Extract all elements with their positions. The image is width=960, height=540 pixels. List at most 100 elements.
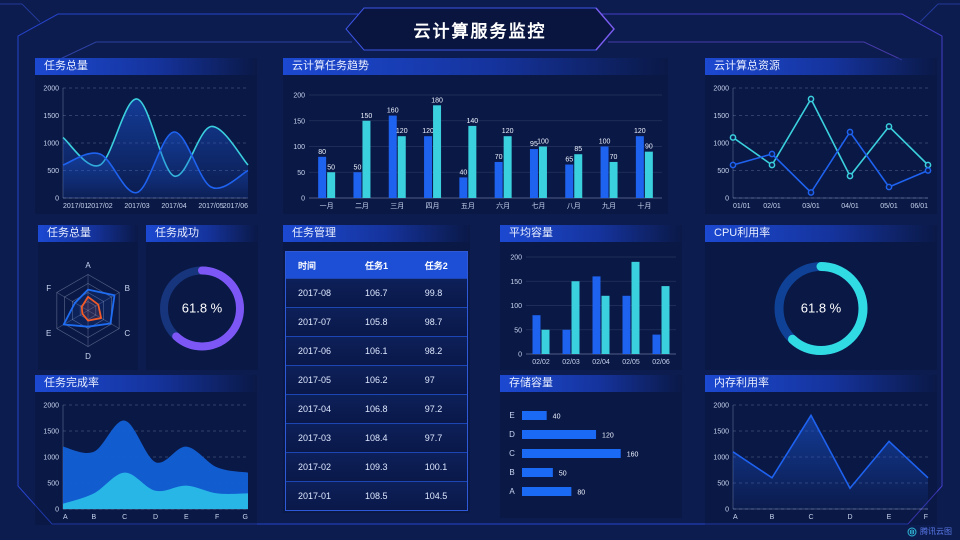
svg-text:D: D [847, 514, 852, 521]
svg-text:01/01: 01/01 [733, 203, 751, 210]
panel-title-label: 任务总量 [44, 60, 88, 72]
svg-text:61.8 %: 61.8 % [801, 301, 842, 316]
logo-icon [907, 527, 917, 536]
svg-text:50: 50 [327, 164, 335, 171]
svg-text:05/01: 05/01 [880, 203, 898, 210]
table-cell: 105.8 [364, 317, 388, 327]
svg-text:2000: 2000 [713, 86, 729, 93]
svg-text:1000: 1000 [713, 141, 729, 148]
svg-text:F: F [924, 514, 928, 521]
table-cell: 106.7 [364, 288, 388, 298]
svg-text:500: 500 [47, 168, 59, 175]
svg-text:40: 40 [553, 414, 561, 421]
table-cell: 98.7 [424, 317, 443, 327]
tencent-cloud-logo: 腾讯云图 [907, 526, 952, 537]
panel-title-label: 内存利用率 [714, 377, 769, 389]
table-cell: 2017-01 [298, 491, 332, 501]
table-row: 2017-08 106.7 99.8 [286, 278, 467, 307]
svg-text:八月: 八月 [567, 202, 581, 210]
panel-title: 任务总量 [38, 225, 138, 242]
svg-text:2000: 2000 [43, 403, 59, 410]
table-cell: 100.1 [424, 462, 448, 472]
panel-title: 任务总量 [35, 58, 257, 75]
table-row: 2017-03 108.4 97.7 [286, 423, 467, 452]
svg-text:02/06: 02/06 [652, 359, 670, 366]
panel-cloud-resources: 云计算总资源 0 500 1000 1500 2000 01/01 02/01 03/01 04… [705, 58, 937, 214]
svg-text:70: 70 [610, 154, 618, 161]
panel-title: 云计算总资源 [705, 58, 937, 75]
svg-text:十月: 十月 [637, 201, 651, 210]
svg-text:40: 40 [459, 169, 467, 176]
panel-title: 任务成功 [146, 225, 258, 242]
svg-text:180: 180 [431, 97, 443, 104]
svg-text:65: 65 [565, 157, 573, 164]
panel-avg-capacity: 平均容量 0 50 100 150 200 02/02 02/03 02/04 02/05 02/… [500, 225, 682, 370]
table-header-cell: 时间 [298, 260, 317, 271]
table-cell: 2017-04 [298, 404, 332, 414]
table-cell: 99.8 [424, 288, 443, 298]
panel-title-label: CPU利用率 [714, 227, 771, 239]
svg-text:E: E [46, 329, 51, 338]
svg-text:70: 70 [495, 154, 503, 161]
svg-text:500: 500 [717, 481, 729, 488]
cloud-resources-chart: 0 500 1000 1500 2000 01/01 02/01 03/01 04/01 05/0… [705, 80, 937, 214]
table-header-cell: 任务1 [364, 260, 388, 271]
panel-title: CPU利用率 [705, 225, 937, 242]
svg-text:B: B [125, 284, 130, 293]
panel-tasks-total: 任务总量 0 500 1000 1500 2000 2017/01 2017/02 2017/… [35, 58, 257, 214]
svg-text:160: 160 [627, 452, 639, 459]
panel-title: 任务管理 [283, 225, 470, 242]
svg-text:四月: 四月 [426, 202, 440, 210]
svg-text:03/01: 03/01 [802, 203, 820, 210]
page-title: 云计算服务监控 [413, 22, 547, 41]
svg-text:0: 0 [518, 352, 522, 359]
svg-text:E: E [509, 411, 514, 420]
panel-task-trend: 云计算任务趋势 0 50 100 150 200 一月 80 50 二月 50 150 三月 160 12… [283, 58, 668, 214]
svg-text:C: C [808, 514, 813, 521]
svg-text:02/05: 02/05 [622, 359, 640, 366]
svg-text:02/03: 02/03 [562, 359, 580, 366]
svg-text:1500: 1500 [713, 429, 729, 436]
svg-text:B: B [91, 514, 96, 521]
svg-text:100: 100 [599, 139, 611, 146]
table-cell: 97.2 [424, 404, 443, 414]
storage-chart: E 40 D 120 C 160 B 50 A 80 [500, 397, 682, 518]
tasks-radar-chart: A B C D E F [38, 247, 138, 370]
svg-text:2017/06: 2017/06 [223, 203, 248, 210]
svg-text:100: 100 [537, 139, 549, 146]
svg-text:1000: 1000 [43, 141, 59, 148]
svg-text:B: B [770, 514, 775, 521]
svg-text:0: 0 [55, 196, 59, 203]
table-header-row: 时间 任务1 任务2 [286, 252, 467, 278]
svg-text:150: 150 [293, 118, 305, 125]
svg-text:A: A [63, 514, 68, 521]
svg-text:2017/04: 2017/04 [161, 203, 186, 210]
svg-text:2017/02: 2017/02 [87, 203, 112, 210]
panel-task-completion: 任务完成率 0 500 1000 1500 2000 A B C D E F G [35, 375, 257, 525]
panel-title-label: 任务总量 [47, 227, 91, 239]
svg-text:0: 0 [301, 196, 305, 203]
panel-title-label: 平均容量 [509, 227, 553, 239]
svg-text:04/01: 04/01 [841, 203, 859, 210]
svg-text:150: 150 [361, 113, 373, 120]
panel-title-label: 云计算总资源 [714, 60, 780, 72]
svg-text:160: 160 [387, 108, 399, 115]
svg-text:500: 500 [47, 481, 59, 488]
task-table: 时间 任务1 任务2 2017-08 106.7 99.8 2017-07 105.8 98.7… [285, 251, 468, 511]
svg-text:500: 500 [717, 168, 729, 175]
table-cell: 97.7 [424, 433, 443, 443]
svg-text:1500: 1500 [43, 429, 59, 436]
panel-title: 任务完成率 [35, 375, 257, 392]
svg-text:50: 50 [354, 164, 362, 171]
svg-text:100: 100 [510, 303, 522, 310]
table-cell: 2017-02 [298, 462, 332, 472]
panel-memory: 内存利用率 0 500 1000 1500 2000 A B C D E F [705, 375, 937, 525]
table-cell: 106.2 [364, 375, 388, 385]
panel-title-label: 任务管理 [292, 227, 336, 239]
svg-text:0: 0 [725, 507, 729, 514]
table-cell: 2017-05 [298, 375, 332, 385]
svg-text:二月: 二月 [355, 202, 369, 210]
svg-text:D: D [85, 352, 91, 361]
table-row: 2017-02 109.3 100.1 [286, 452, 467, 481]
